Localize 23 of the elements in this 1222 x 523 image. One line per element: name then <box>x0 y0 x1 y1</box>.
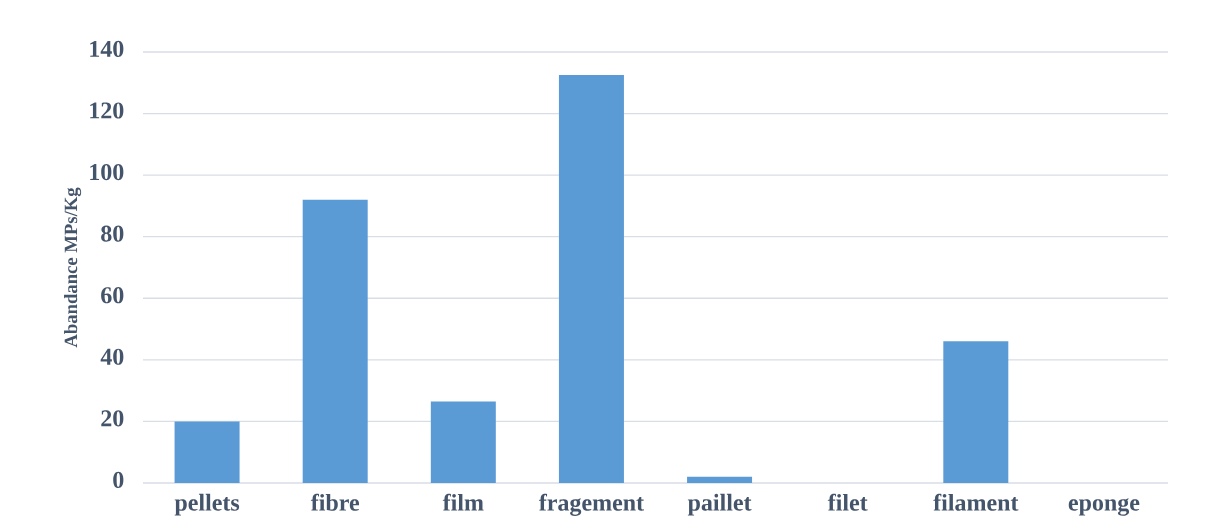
bar <box>687 476 753 483</box>
y-tick-label: 60 <box>101 287 124 304</box>
bar <box>174 421 240 483</box>
x-tick-label: filament <box>933 493 1019 511</box>
bar <box>302 199 368 483</box>
y-tick-label: 80 <box>101 225 124 242</box>
x-tick-label: eponge <box>1068 498 1140 516</box>
bar <box>430 401 496 483</box>
x-tick-label: fibre <box>310 493 360 511</box>
x-tick-label: filet <box>827 493 868 511</box>
y-tick-label: 100 <box>90 163 124 181</box>
y-tick-label: 40 <box>100 348 124 365</box>
y-tick-label: 140 <box>90 40 124 58</box>
x-tick-label: film <box>442 493 484 511</box>
y-tick-label: 120 <box>90 102 124 119</box>
x-tick-label: pellets <box>174 493 240 516</box>
y-axis-title: Abandance MPs/Kg <box>64 187 82 348</box>
bar <box>943 341 1009 483</box>
y-tick-label: 20 <box>101 410 124 427</box>
bar <box>558 75 624 483</box>
x-tick-label: fragement <box>538 493 644 516</box>
x-tick-label: paillet <box>687 493 752 516</box>
y-tick-label: 0 <box>113 471 124 489</box>
